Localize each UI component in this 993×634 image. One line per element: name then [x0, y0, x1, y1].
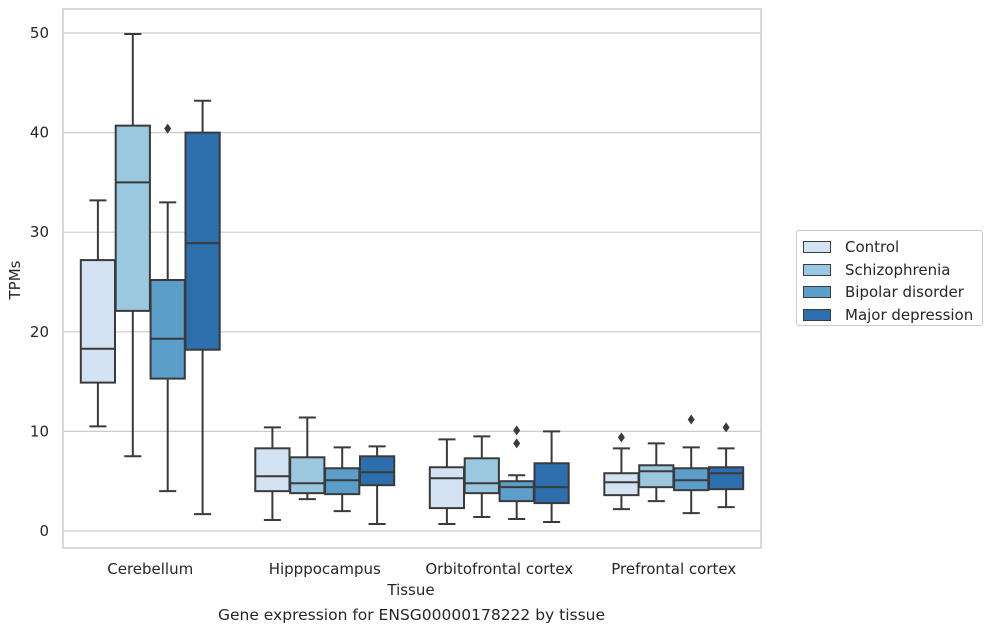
y-tick-label-30: 30	[30, 223, 49, 241]
iqr-box	[254, 447, 291, 493]
outlier-point	[164, 123, 172, 134]
box-3-3	[707, 422, 745, 509]
box-1-3	[638, 442, 675, 503]
y-tick-label-50: 50	[30, 24, 49, 42]
iqr-box	[184, 131, 221, 351]
outlier-point	[513, 425, 521, 436]
box-0-1	[254, 426, 291, 522]
y-tick-label-40: 40	[30, 124, 49, 142]
x-axis-label: Tissue	[386, 581, 434, 599]
x-tick-label-2: Orbitofrontal cortex	[425, 560, 573, 578]
y-tick-label-10: 10	[30, 422, 49, 440]
legend: Control Schizophrenia Bipolar disorder M…	[796, 230, 983, 326]
box-0-2	[428, 438, 466, 526]
legend-label-bipolar-disorder: Bipolar disorder	[845, 283, 964, 302]
iqr-box	[498, 480, 535, 503]
iqr-box	[707, 466, 745, 491]
legend-swatch-major-depression	[803, 308, 831, 321]
legend-swatch-control	[803, 241, 831, 254]
plot-area-frame	[62, 8, 762, 549]
y-tick-label-20: 20	[30, 323, 49, 341]
box-1-1	[289, 416, 326, 501]
legend-swatch-bipolar-disorder	[803, 286, 831, 299]
legend-item-bipolar-disorder: Bipolar disorder	[803, 281, 982, 304]
iqr-box	[428, 466, 466, 510]
legend-label-schizophrenia: Schizophrenia	[845, 260, 951, 279]
iqr-box	[638, 464, 675, 489]
legend-label-major-depression: Major depression	[845, 305, 974, 324]
iqr-box	[533, 462, 570, 505]
y-axis-label: TPMs	[6, 260, 24, 300]
chart-caption: Gene expression for ENSG00000178222 by t…	[217, 606, 606, 624]
box-plot-series	[79, 32, 745, 526]
box-2-2	[498, 425, 535, 521]
box-1-0	[114, 32, 151, 458]
outlier-point	[513, 438, 521, 449]
x-tick-label-1: Hipppocampus	[269, 560, 381, 578]
legend-item-schizophrenia: Schizophrenia	[803, 259, 982, 282]
legend-label-control: Control	[845, 238, 900, 257]
outlier-point	[687, 414, 695, 425]
box-2-0	[149, 123, 186, 493]
outlier-point	[617, 432, 625, 443]
y-tick-label-0: 0	[39, 522, 49, 540]
box-0-3	[603, 432, 640, 511]
x-tick-labels: Cerebellum Hipppocampus Orbitofrontal cort…	[107, 560, 736, 578]
x-tick-label-3: Prefrontal cortex	[611, 560, 736, 578]
iqr-box	[149, 279, 186, 380]
box-0-0	[79, 199, 117, 428]
iqr-box	[463, 457, 500, 495]
x-tick-label-0: Cerebellum	[107, 560, 193, 578]
iqr-box	[79, 259, 117, 384]
outlier-point	[722, 422, 730, 433]
legend-item-major-depression: Major depression	[803, 304, 982, 327]
legend-swatch-schizophrenia	[803, 263, 831, 276]
box-3-0	[184, 99, 221, 516]
box-2-1	[324, 446, 361, 513]
y-tick-labels: 0 10 20 30 40 50	[30, 24, 49, 540]
iqr-box	[358, 455, 396, 487]
box-1-2	[463, 435, 500, 519]
iqr-box	[289, 456, 326, 495]
legend-item-control: Control	[803, 236, 982, 259]
box-3-1	[358, 445, 396, 526]
iqr-box	[114, 124, 151, 312]
box-3-2	[533, 430, 570, 524]
iqr-box	[603, 472, 640, 497]
box-2-3	[673, 414, 710, 515]
